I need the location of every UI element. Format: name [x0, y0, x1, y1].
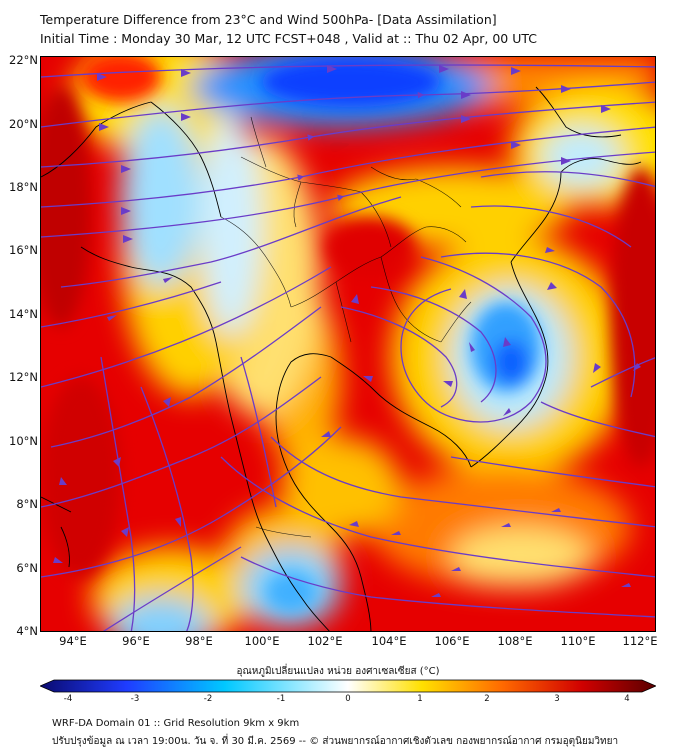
lon-label: 102°E: [307, 634, 343, 648]
lat-label: 22°N: [9, 53, 38, 67]
lat-label: 4°N: [16, 624, 38, 638]
lon-label: 98°E: [185, 634, 213, 648]
colorbar: [40, 679, 656, 693]
colorbar-tick: -1: [276, 694, 286, 704]
lat-label: 8°N: [16, 497, 38, 511]
update-credit: ปรับปรุงข้อมูล ณ เวลา 19:00น. วัน จ. ที่…: [52, 736, 619, 747]
colorbar-title: อุณหภูมิเปลี่ยนแปลง หน่วย องศาเซลเซียส (…: [236, 666, 440, 677]
colorbar-tick: 4: [624, 694, 630, 704]
colorbar-tick: 1: [417, 694, 423, 704]
colorbar-tick: -2: [203, 694, 213, 704]
wind-streamlines: [41, 64, 655, 631]
lon-label: 106°E: [434, 634, 470, 648]
coastlines: [41, 86, 642, 631]
map-canvas: [40, 56, 656, 632]
map-title: Temperature Difference from 23°C and Win…: [40, 12, 497, 27]
country-borders: [220, 116, 472, 538]
map-subtitle: Initial Time : Monday 30 Mar, 12 UTC FCS…: [40, 31, 538, 46]
lon-label: 108°E: [497, 634, 533, 648]
temperature-field: [41, 57, 655, 631]
wind-arrows: [53, 65, 641, 597]
lat-label: 18°N: [9, 180, 38, 194]
lon-label: 94°E: [59, 634, 87, 648]
colorbar-tick: 2: [484, 694, 490, 704]
lat-label: 10°N: [9, 434, 38, 448]
colorbar-tick: -3: [130, 694, 140, 704]
lat-label: 12°N: [9, 370, 38, 384]
colorbar-tick: 0: [345, 694, 351, 704]
lat-label: 6°N: [16, 561, 38, 575]
colorbar-tick: 3: [554, 694, 560, 704]
lon-label: 112°E: [622, 634, 658, 648]
lon-label: 100°E: [244, 634, 280, 648]
colorbar-tick: -4: [63, 694, 73, 704]
lon-label: 96°E: [122, 634, 150, 648]
lon-label: 110°E: [560, 634, 596, 648]
model-info: WRF-DA Domain 01 :: Grid Resolution 9km …: [52, 718, 300, 729]
lon-label: 104°E: [371, 634, 407, 648]
lat-label: 20°N: [9, 117, 38, 131]
lat-label: 14°N: [9, 307, 38, 321]
lat-label: 16°N: [9, 243, 38, 257]
